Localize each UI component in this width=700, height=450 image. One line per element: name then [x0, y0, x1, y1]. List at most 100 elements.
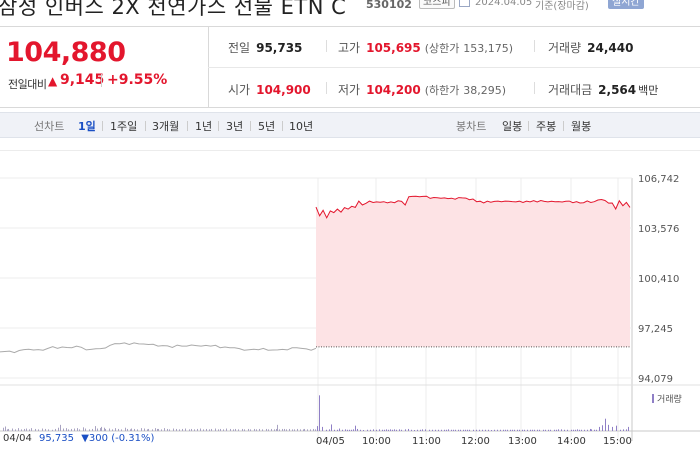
cell-divider [326, 40, 327, 52]
volume-bar [599, 426, 600, 431]
volume-bar [95, 426, 96, 431]
volume-bar [38, 429, 39, 431]
lower-limit-value: 38,295) [463, 84, 507, 97]
volume-bar [92, 428, 93, 431]
volume-bar [233, 429, 234, 431]
stock-name: 삼성 인버스 2X 천연가스 선물 ETN C [0, 0, 347, 18]
volume-bar [127, 428, 128, 431]
volume-bar [488, 429, 489, 431]
chart-canvas[interactable]: 106,742 103,576 100,410 97,245 94,079 거래량 04/0… [0, 150, 700, 450]
volume-bar [507, 429, 508, 431]
volume-bar [444, 429, 445, 431]
volume-bar [297, 428, 298, 431]
volume-bar [169, 429, 170, 431]
volume-bar [194, 429, 195, 431]
volume-bar [121, 429, 122, 431]
tab-divider [102, 121, 103, 131]
stock-code: 530102 [366, 0, 412, 11]
volume-bar [42, 428, 43, 431]
volume-bar [543, 429, 544, 431]
period-1d-tab[interactable]: 1일 [78, 120, 96, 133]
price-chart[interactable]: 106,742 103,576 100,410 97,245 94,079 거래량 04/0… [0, 150, 700, 450]
volume-bar [353, 429, 354, 431]
volume-bar [491, 430, 492, 431]
volume-bar [408, 428, 409, 431]
volume-bar [494, 429, 495, 431]
volume-bar [628, 426, 629, 431]
volume-bar [388, 429, 389, 431]
volume-bar [276, 428, 277, 431]
period-3y-tab[interactable]: 3년 [226, 120, 244, 133]
volume-bar [161, 429, 162, 431]
volume-bar [401, 429, 402, 431]
volume-bar [5, 426, 6, 431]
volume-bar [573, 429, 574, 431]
volume-bar [561, 429, 562, 431]
volume-bar [268, 429, 269, 431]
volume-bar [545, 429, 546, 431]
tab-divider [250, 121, 251, 131]
volume-bar [71, 428, 72, 431]
volume-bar [191, 428, 192, 431]
volume-bar [218, 429, 219, 431]
line-chart-group-label: 선차트 [34, 120, 65, 133]
volume-bar [469, 429, 470, 431]
volume-bar [125, 427, 126, 431]
market-badge[interactable]: 코스피 [419, 0, 455, 9]
volume-bar [465, 429, 466, 431]
volume-bar [605, 418, 606, 431]
chart-axes: 106,742 103,576 100,410 97,245 94,079 거래량 04/0… [316, 174, 682, 447]
volume-label: 거래량 [548, 41, 582, 55]
realtime-button[interactable]: 실시간 [608, 0, 644, 9]
volume-bar [294, 429, 295, 431]
volume-bar [189, 429, 190, 431]
today-area-fill [316, 196, 630, 347]
volume-bar [292, 429, 293, 431]
candle-monthly-tab[interactable]: 월봉 [571, 120, 592, 133]
volume-bar [223, 429, 224, 431]
volume-bar [554, 429, 555, 431]
amount-value: 2,564 [598, 83, 637, 97]
volume-bar [514, 429, 515, 431]
volume-bar [3, 427, 4, 431]
volume-bar [455, 429, 456, 431]
volume-bar [329, 429, 330, 431]
volume-bar [579, 429, 580, 431]
period-10y-tab[interactable]: 10년 [289, 120, 314, 133]
volume-bar [411, 429, 412, 431]
candle-weekly-tab[interactable]: 주봉 [536, 120, 557, 133]
change-label: 전일대비 [8, 78, 47, 91]
period-1y-tab[interactable]: 1년 [195, 120, 213, 133]
volume-bar [448, 429, 449, 431]
volume-bar [157, 428, 158, 431]
volume-bar [250, 429, 251, 431]
volume-bar [394, 429, 395, 431]
candle-daily-tab[interactable]: 일봉 [502, 120, 523, 133]
volume-bar [373, 429, 374, 431]
volume-bar [134, 428, 135, 431]
volume-legend-label: 거래량 [657, 393, 682, 405]
volume-bar [144, 428, 145, 431]
volume-bar [357, 428, 358, 431]
volume-bar [29, 429, 30, 431]
volume-bar [148, 428, 149, 431]
volume-bar [602, 425, 603, 431]
prev-close-cell: 전일 95,735 [228, 39, 302, 56]
volume-bar [522, 429, 523, 431]
volume-bar [370, 429, 371, 431]
volume-bar [158, 428, 159, 431]
volume-bar [429, 429, 430, 431]
volume-bar [556, 429, 557, 431]
period-1w-tab[interactable]: 1주일 [110, 120, 138, 133]
volume-bar [282, 428, 283, 431]
volume-bar [12, 428, 13, 431]
volume-bar [8, 428, 9, 431]
period-3m-tab[interactable]: 3개월 [152, 120, 180, 133]
volume-cell: 거래량 24,440 [548, 39, 633, 56]
volume-bar [384, 429, 385, 431]
volume-bar [115, 428, 116, 431]
tab-divider [145, 121, 146, 131]
period-5y-tab[interactable]: 5년 [258, 120, 276, 133]
volume-bar [510, 429, 511, 431]
volume-bar [425, 429, 426, 431]
